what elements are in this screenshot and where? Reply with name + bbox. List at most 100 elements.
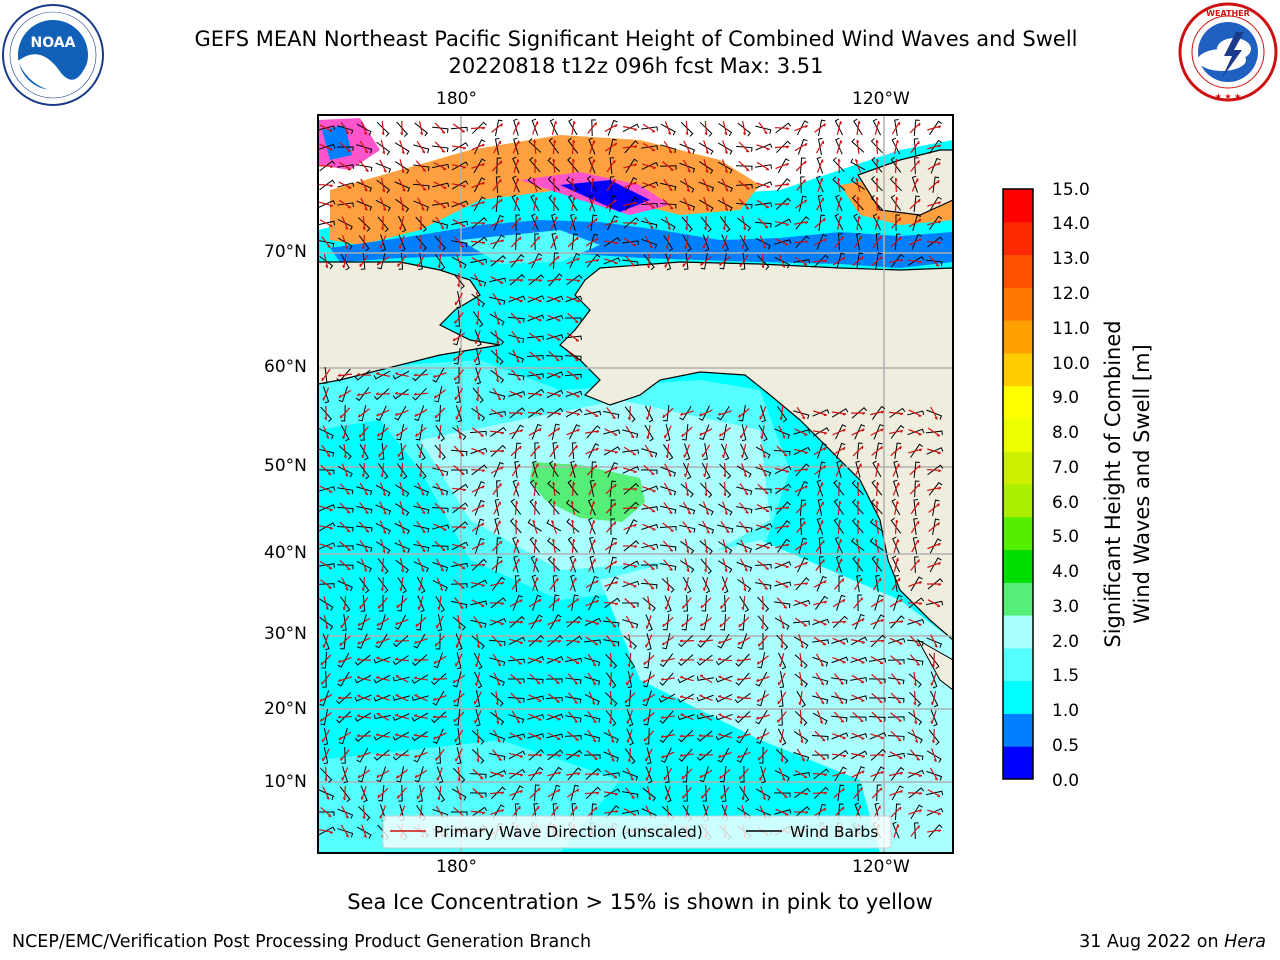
wave-direction-arrow	[642, 523, 656, 531]
wind-barb	[868, 715, 886, 722]
colorbar-tick: 1.5	[1052, 666, 1080, 686]
wave-direction-arrow	[604, 428, 618, 436]
wind-barb	[818, 461, 826, 478]
wind-barb	[396, 121, 408, 138]
wave-direction-arrow	[434, 122, 446, 134]
wave-direction-arrow	[926, 241, 942, 245]
wind-barb	[929, 215, 943, 230]
wave-direction-arrow	[394, 657, 410, 662]
wave-direction-arrow	[758, 463, 768, 477]
wind-barb	[454, 708, 461, 726]
wave-direction-arrow	[527, 279, 543, 283]
wind-barb	[715, 675, 733, 683]
wave-direction-arrow	[894, 196, 899, 212]
wave-direction-arrow	[492, 483, 502, 495]
wave-direction-arrow	[704, 120, 708, 136]
wave-direction-arrow	[775, 238, 789, 246]
wind-barb	[621, 602, 639, 607]
wave-direction-arrow	[796, 748, 806, 762]
wind-barb	[358, 463, 370, 480]
wind-barb	[375, 541, 391, 554]
wave-direction-arrow	[682, 501, 692, 515]
wind-barb	[812, 409, 830, 417]
wind-barb	[413, 524, 430, 533]
wave-direction-arrow	[645, 748, 653, 762]
wave-direction-arrow	[793, 811, 809, 814]
wind-barb	[698, 142, 714, 155]
wind-barb	[645, 766, 653, 784]
wind-barb	[569, 424, 581, 440]
wind-barb	[436, 746, 442, 764]
wave-direction-arrow	[451, 145, 467, 150]
wind-barb	[531, 253, 543, 269]
wave-direction-arrow	[473, 273, 483, 287]
wave-direction-arrow	[566, 390, 580, 398]
wave-direction-arrow	[625, 615, 635, 629]
wave-direction-arrow	[435, 463, 445, 477]
lat-label-50n: 50°N	[264, 456, 307, 476]
wind-barb	[471, 293, 486, 308]
wave-direction-arrow	[357, 617, 371, 627]
wind-barb	[835, 555, 843, 573]
wave-direction-arrow	[851, 753, 866, 758]
wind-barb	[832, 157, 845, 173]
wave-direction-arrow	[571, 120, 576, 136]
wind-barb	[717, 503, 733, 516]
wave-direction-arrow	[380, 557, 384, 573]
wave-direction-arrow	[774, 127, 790, 131]
wave-direction-arrow	[529, 673, 541, 685]
wave-direction-arrow	[550, 235, 558, 249]
wave-direction-arrow	[361, 462, 365, 478]
wave-direction-arrow	[813, 238, 827, 246]
wave-direction-arrow	[376, 713, 390, 721]
wind-barb	[434, 235, 447, 252]
wind-barb	[337, 580, 353, 592]
wave-direction-arrow	[490, 409, 504, 418]
wave-direction-arrow	[680, 675, 694, 682]
wave-direction-arrow	[679, 658, 695, 661]
wind-barb	[451, 200, 469, 208]
wind-barb	[510, 254, 525, 268]
wave-direction-arrow	[532, 177, 538, 192]
wave-direction-arrow	[357, 769, 371, 779]
wave-direction-arrow	[756, 144, 770, 151]
wind-barb	[777, 406, 788, 423]
wind-barb	[891, 498, 901, 516]
wave-direction-arrow	[739, 502, 749, 514]
wind-barb	[548, 137, 560, 154]
lat-label-10n: 10°N	[264, 772, 307, 792]
wind-barb	[832, 749, 849, 760]
wind-barb	[547, 556, 560, 572]
wind-barb	[318, 448, 335, 457]
wind-barb	[472, 311, 484, 328]
wind-barb	[511, 194, 521, 212]
wind-barb	[547, 157, 561, 172]
wind-barb	[494, 498, 500, 516]
wind-barb	[431, 673, 447, 686]
wave-direction-arrow	[323, 254, 329, 269]
wave-direction-arrow	[457, 766, 461, 782]
wave-direction-arrow	[510, 236, 522, 248]
wave-direction-arrow	[756, 543, 770, 550]
wave-direction-arrow	[835, 558, 843, 572]
wind-barb	[394, 542, 411, 553]
wind-barb	[564, 335, 582, 341]
wind-barb	[566, 274, 583, 286]
wave-direction-arrow	[831, 620, 847, 624]
wave-direction-arrow	[662, 540, 674, 552]
wind-barb	[661, 578, 675, 593]
wind-barb	[514, 461, 519, 478]
wave-direction-arrow	[928, 255, 940, 267]
colorbar-segment	[1003, 320, 1033, 354]
wind-barb	[926, 600, 944, 606]
wind-barb	[698, 405, 710, 421]
wind-barb	[411, 731, 428, 742]
wave-direction-arrow	[832, 256, 846, 266]
wave-direction-arrow	[736, 695, 752, 700]
wind-barb	[774, 465, 792, 475]
wind-barb	[376, 614, 386, 631]
wave-direction-arrow	[699, 769, 713, 779]
wind-barb	[893, 460, 899, 478]
wave-direction-arrow	[874, 121, 881, 135]
wind-barb	[567, 156, 579, 173]
